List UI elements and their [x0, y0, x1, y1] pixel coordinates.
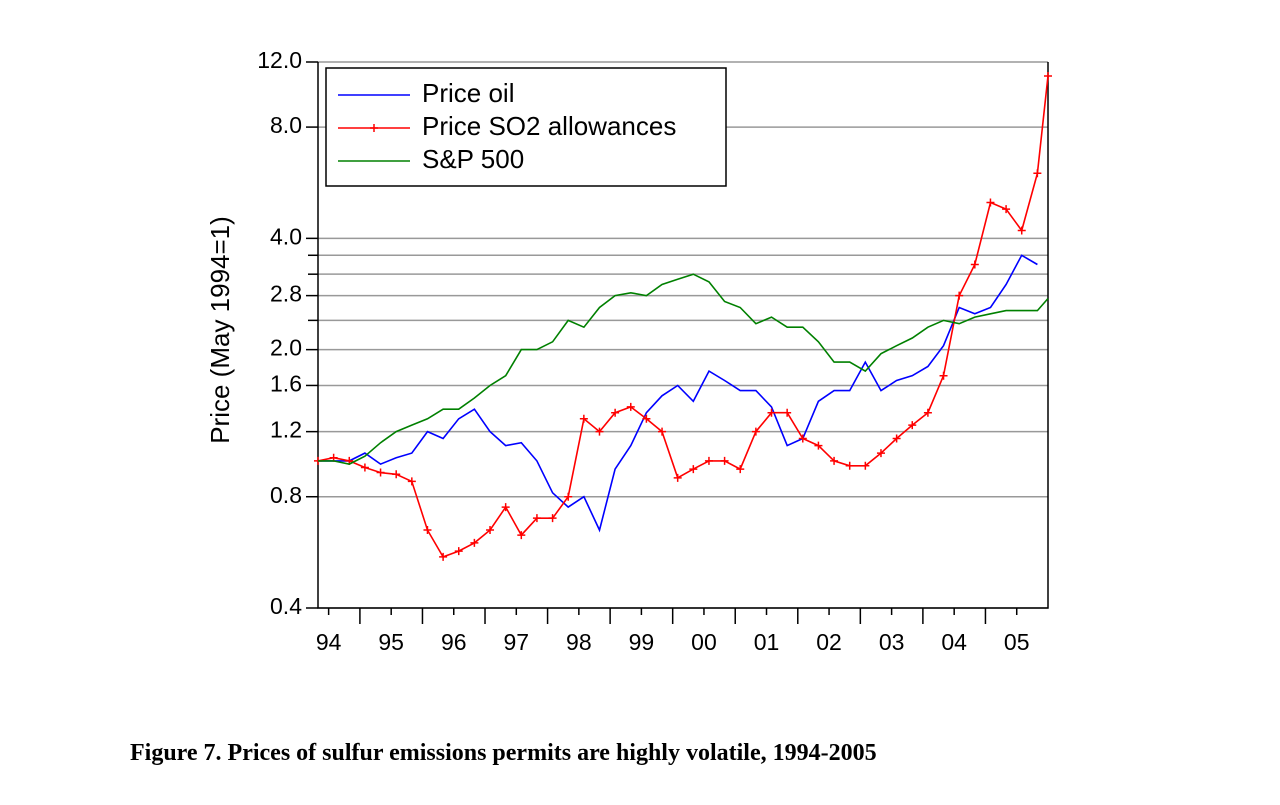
- point-marker: [423, 526, 432, 535]
- point-marker: [876, 449, 885, 458]
- point-marker: [798, 434, 807, 443]
- point-marker: [1002, 205, 1011, 214]
- point-marker: [923, 408, 932, 417]
- x-tick-label: 95: [378, 629, 404, 655]
- caption: Figure 7. Prices of sulfur emissions per…: [130, 740, 877, 766]
- point-marker: [611, 408, 620, 417]
- point-marker: [704, 456, 713, 465]
- y-tick-label: 8.0: [270, 112, 302, 138]
- x-tick-label: 01: [754, 629, 780, 655]
- x-tick-label: 98: [566, 629, 592, 655]
- point-marker: [517, 531, 526, 540]
- series-line: [318, 273, 1049, 465]
- point-marker: [658, 427, 667, 436]
- x-tick-label: 03: [879, 629, 905, 655]
- x-tick-label: 99: [629, 629, 655, 655]
- point-marker: [564, 492, 573, 501]
- point-marker: [783, 408, 792, 417]
- point-marker: [1044, 71, 1052, 80]
- legend-label: Price oil: [422, 78, 514, 108]
- point-marker: [814, 441, 823, 450]
- point-marker: [392, 470, 401, 479]
- point-marker: [501, 503, 510, 512]
- point-marker: [986, 198, 995, 207]
- point-marker: [892, 434, 901, 443]
- point-marker: [751, 427, 760, 436]
- point-marker: [360, 463, 369, 472]
- axis-frame: [317, 62, 1049, 609]
- x-tick-label: 05: [1004, 629, 1030, 655]
- point-marker: [376, 468, 385, 477]
- x-tick-label: 96: [441, 629, 467, 655]
- point-marker: [908, 421, 917, 430]
- y-tick-label: 1.6: [270, 371, 302, 397]
- point-marker: [1017, 226, 1026, 235]
- legend-marker: [370, 124, 378, 132]
- point-marker: [970, 260, 979, 269]
- legend-label: S&P 500: [422, 144, 524, 174]
- point-marker: [454, 547, 463, 556]
- point-marker: [955, 291, 964, 300]
- point-marker: [579, 414, 588, 423]
- point-marker: [532, 514, 541, 523]
- point-marker: [595, 427, 604, 436]
- point-marker: [861, 461, 870, 470]
- point-marker: [642, 414, 651, 423]
- y-tick-label: 2.8: [270, 281, 302, 307]
- point-marker: [767, 408, 776, 417]
- point-marker: [689, 465, 698, 474]
- x-tick-label: 97: [503, 629, 529, 655]
- point-marker: [830, 456, 839, 465]
- point-marker: [626, 402, 635, 411]
- y-tick-label: 0.4: [270, 593, 302, 619]
- x-tick-label: 02: [816, 629, 842, 655]
- point-marker: [470, 538, 479, 547]
- point-marker: [939, 371, 948, 380]
- point-marker: [736, 465, 745, 474]
- series-line: [318, 254, 1038, 533]
- point-marker: [407, 477, 416, 486]
- point-marker: [439, 552, 448, 561]
- point-marker: [486, 526, 495, 535]
- point-marker: [1033, 169, 1042, 178]
- point-marker: [548, 514, 557, 523]
- y-tick-label: 12.0: [257, 47, 302, 73]
- point-marker: [673, 473, 682, 482]
- y-tick-label: 1.2: [270, 417, 302, 443]
- legend-box: [325, 67, 727, 187]
- x-tick-label: 04: [941, 629, 967, 655]
- y-tick-label: 2.0: [270, 335, 302, 361]
- legend-label: Price SO2 allowances: [422, 111, 676, 141]
- y-tick-label: 4.0: [270, 223, 302, 249]
- x-tick-label: 94: [316, 629, 342, 655]
- x-tick-label: 00: [691, 629, 717, 655]
- y-axis-label: Price (May 1994=1): [205, 216, 235, 444]
- series-line: [317, 75, 1049, 558]
- y-tick-label: 0.8: [270, 482, 302, 508]
- point-marker: [845, 461, 854, 470]
- point-marker: [720, 456, 729, 465]
